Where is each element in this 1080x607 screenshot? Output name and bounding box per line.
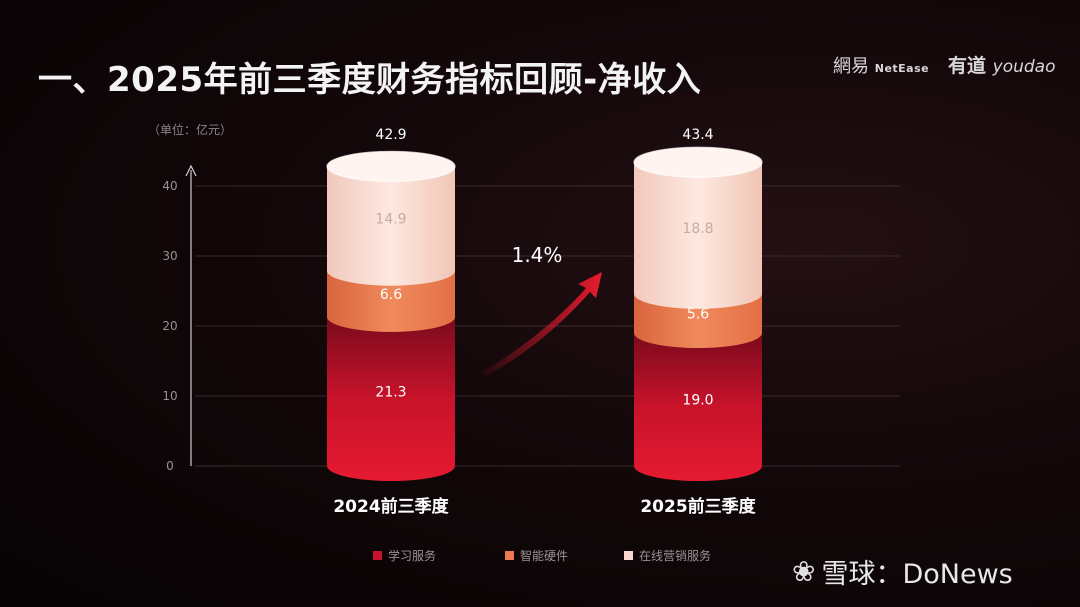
learning-services-segment [327, 316, 455, 481]
legend-swatch [373, 551, 382, 560]
data-label: 21.3 [375, 384, 406, 400]
legend-label: 学习服务 [388, 548, 436, 563]
online-marketing-segment-top [634, 147, 762, 178]
page-title: 一、2025年前三季度财务指标回顾-净收入 [38, 60, 702, 100]
youdao-logo-en: youdao [992, 57, 1056, 77]
youdao-logo-cn: 有道 [948, 55, 987, 77]
smart-hardware-segment [327, 270, 455, 332]
cylinder-rim [633, 146, 763, 178]
netease-logo-en: NetEase [874, 62, 930, 75]
data-label: 14.9 [375, 212, 406, 228]
legend-label: 在线营销服务 [639, 548, 711, 563]
netease-logo: 網易 NetEase [833, 52, 929, 78]
y-axis-unit: （单位：亿元） [148, 122, 232, 137]
youdao-logo: 有道 youdao [948, 51, 1056, 78]
y-tick-label: 0 [166, 459, 174, 473]
cylinder-rim [326, 150, 456, 182]
category-label: 2025前三季度 [640, 496, 756, 517]
online-marketing-segment-top [327, 151, 455, 182]
data-label: 6.6 [380, 287, 402, 303]
learning-services-segment [634, 333, 762, 481]
y-tick-label: 30 [162, 249, 177, 263]
legend-label: 智能硬件 [520, 548, 568, 563]
growth-label: 1.4% [512, 243, 563, 267]
smart-hardware-segment [634, 293, 762, 348]
y-tick-label: 40 [162, 179, 177, 193]
y-axis-arrow [185, 164, 197, 177]
total-label: 42.9 [375, 127, 406, 143]
netease-logo-cn: 網易 [833, 56, 869, 77]
legend-swatch [505, 551, 514, 560]
snowball-icon: ❀ [792, 555, 816, 588]
legend-swatch [624, 551, 633, 560]
total-label: 43.4 [682, 127, 713, 143]
y-tick-label: 20 [162, 319, 177, 333]
data-label: 18.8 [682, 221, 713, 237]
online-marketing-segment [327, 166, 455, 286]
watermark-text: 雪球：DoNews [821, 559, 1013, 590]
category-label: 2024前三季度 [333, 496, 449, 517]
data-label: 5.6 [687, 306, 709, 322]
online-marketing-segment [634, 162, 762, 309]
watermark: ❀ 雪球：DoNews [792, 552, 1013, 591]
growth-arrow [482, 272, 602, 376]
y-tick-label: 10 [162, 389, 177, 403]
data-label: 19.0 [682, 393, 713, 409]
